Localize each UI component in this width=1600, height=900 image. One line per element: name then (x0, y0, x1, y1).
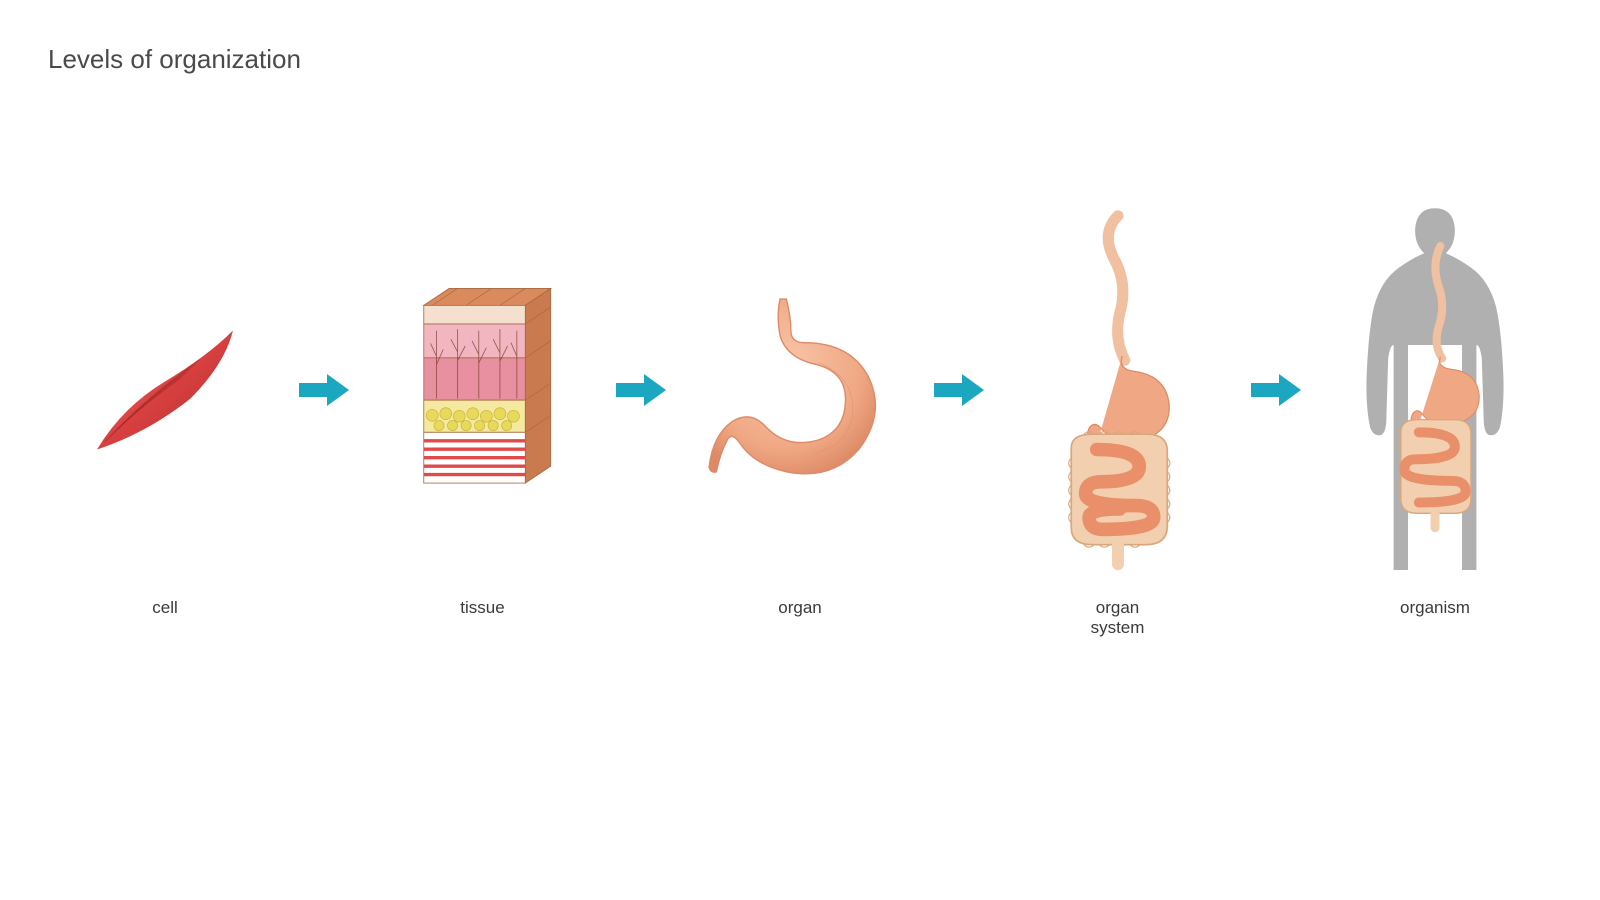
arrow-icon (616, 372, 666, 408)
arrow-icon (1251, 372, 1301, 408)
arrow-icon (934, 372, 984, 408)
stage-tissue (378, 190, 588, 590)
label-tissue: tissue (378, 598, 588, 639)
stage-organ (695, 190, 905, 590)
arrow-icon (299, 372, 349, 408)
human-silhouette-icon (1345, 200, 1525, 580)
label-cell: cell (60, 598, 270, 639)
stage-cell (60, 190, 270, 590)
stage-organism (1330, 190, 1540, 590)
digestive-system-icon (1033, 200, 1203, 580)
label-organ: organ (695, 598, 905, 639)
tissue-block-icon (398, 280, 568, 500)
stage-organ-system (1013, 190, 1223, 590)
muscle-cell-icon (80, 305, 250, 475)
label-organism: organism (1330, 598, 1540, 639)
page-title: Levels of organization (48, 44, 301, 75)
labels-row: cell tissue organ organ system organism (60, 598, 1540, 639)
diagram-row (60, 180, 1540, 600)
label-organ-system: organ system (1013, 598, 1223, 639)
stomach-icon (700, 290, 900, 490)
